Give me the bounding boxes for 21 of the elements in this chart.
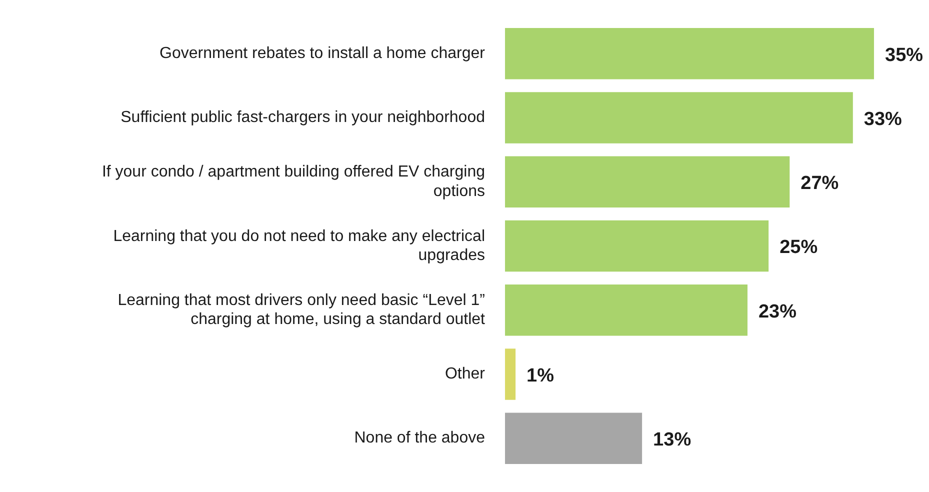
data-label: 23% — [758, 301, 797, 322]
y-tick-label: Other — [444, 366, 486, 383]
y-tick-label: If your condo / apartment building offered EV charging options — [102, 164, 485, 200]
data-label: 35% — [885, 44, 924, 66]
data-label: 25% — [780, 237, 818, 258]
y-tick-label: Learning that most drivers only need basic “Level 1” charging at home, using a standard outlet — [118, 292, 486, 328]
data-label: 33% — [864, 109, 902, 130]
bar — [505, 284, 748, 336]
data-label: 13% — [653, 430, 692, 451]
y-tick-label: Sufficient public fast-chargers in your neighborhood — [120, 109, 485, 126]
data-label: 1% — [526, 365, 554, 386]
bar — [505, 412, 642, 464]
bar — [505, 92, 853, 144]
y-tick-label: None of the above — [354, 430, 486, 447]
y-tick-label: Learning that you do not need to make any electrical upgrades — [113, 228, 485, 264]
y-tick-label: Government rebates to install a home charger — [160, 45, 486, 62]
bar — [505, 348, 516, 400]
data-label: 27% — [800, 173, 839, 194]
bar — [505, 156, 790, 208]
bar — [505, 220, 769, 272]
bar — [505, 28, 874, 80]
